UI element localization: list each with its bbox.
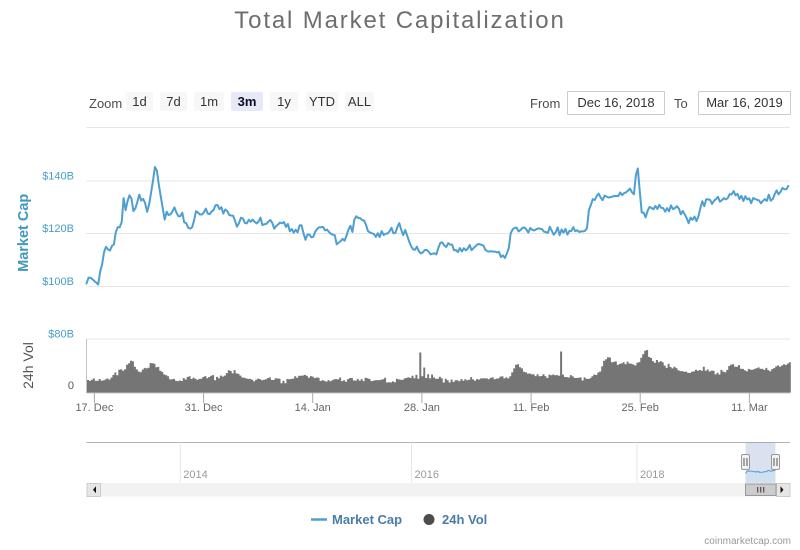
svg-text:$100B: $100B <box>42 276 74 288</box>
svg-text:2014: 2014 <box>183 469 207 481</box>
svg-text:11. Mar: 11. Mar <box>731 402 768 414</box>
svg-text:2016: 2016 <box>415 469 439 481</box>
svg-text:11. Feb: 11. Feb <box>513 402 550 414</box>
svg-text:$80B: $80B <box>48 329 74 341</box>
svg-text:17. Dec: 17. Dec <box>75 402 113 414</box>
svg-text:31. Dec: 31. Dec <box>185 402 223 414</box>
svg-text:2018: 2018 <box>640 469 664 481</box>
svg-text:$140B: $140B <box>42 171 74 183</box>
svg-text:25. Feb: 25. Feb <box>622 402 659 414</box>
svg-text:Market Cap: Market Cap <box>16 194 32 272</box>
svg-text:$120B: $120B <box>42 223 74 235</box>
svg-text:28. Jan: 28. Jan <box>404 402 440 414</box>
svg-text:14. Jan: 14. Jan <box>295 402 331 414</box>
svg-text:0: 0 <box>68 380 74 392</box>
svg-text:24h Vol: 24h Vol <box>20 342 36 389</box>
